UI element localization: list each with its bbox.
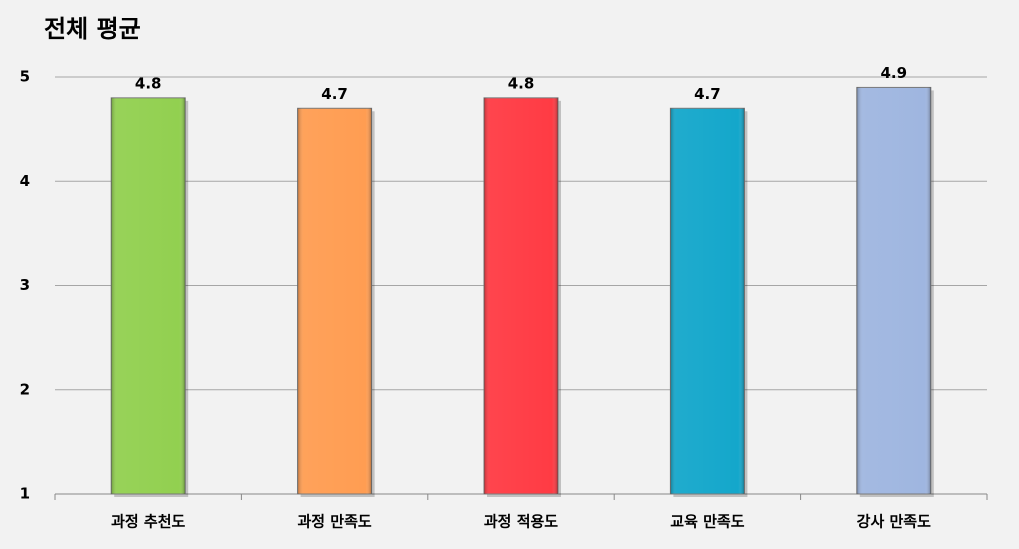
x-tick-label: 과정 추천도 xyxy=(111,513,185,531)
data-label: 4.9 xyxy=(881,64,908,82)
y-tick-label: 3 xyxy=(20,276,30,294)
x-tick-label: 교육 만족도 xyxy=(670,513,744,531)
bar-bevel xyxy=(297,108,372,495)
y-tick-label: 5 xyxy=(20,68,30,86)
x-tick-label: 과정 적용도 xyxy=(484,513,558,531)
chart-title: 전체 평균 xyxy=(44,15,141,43)
data-label: 4.8 xyxy=(508,74,535,92)
y-tick-label: 1 xyxy=(20,485,30,503)
data-label: 4.7 xyxy=(321,85,348,103)
bar-bevel xyxy=(111,97,186,494)
bar-bevel xyxy=(484,97,558,494)
y-tick-label: 4 xyxy=(20,172,30,190)
data-label: 4.7 xyxy=(694,85,721,103)
data-label: 4.8 xyxy=(135,74,162,92)
bar-bevel xyxy=(856,87,931,495)
x-tick-label: 과정 만족도 xyxy=(297,513,371,531)
bar-bevel xyxy=(670,108,745,495)
y-tick-label: 2 xyxy=(20,380,30,398)
x-tick-label: 강사 만족도 xyxy=(857,513,931,531)
